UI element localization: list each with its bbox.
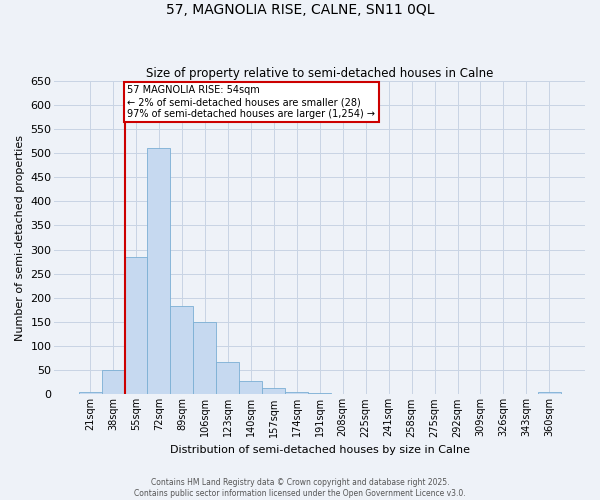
Bar (285, 392, 308, 394)
Bar (193, 322, 217, 394)
Y-axis label: Number of semi-detached properties: Number of semi-detached properties (15, 134, 25, 340)
X-axis label: Distribution of semi-detached houses by size in Calne: Distribution of semi-detached houses by … (170, 445, 470, 455)
Text: 57 MAGNOLIA RISE: 54sqm
← 2% of semi-detached houses are smaller (28)
97% of sem: 57 MAGNOLIA RISE: 54sqm ← 2% of semi-det… (127, 86, 375, 118)
Bar (262, 388, 285, 394)
Bar (217, 362, 239, 394)
Bar (170, 306, 193, 394)
Bar (101, 370, 125, 394)
Bar (239, 381, 262, 394)
Bar (148, 148, 170, 394)
Text: Contains HM Land Registry data © Crown copyright and database right 2025.
Contai: Contains HM Land Registry data © Crown c… (134, 478, 466, 498)
Bar (538, 392, 561, 394)
Text: 57, MAGNOLIA RISE, CALNE, SN11 0QL: 57, MAGNOLIA RISE, CALNE, SN11 0QL (166, 2, 434, 16)
Title: Size of property relative to semi-detached houses in Calne: Size of property relative to semi-detach… (146, 66, 493, 80)
Bar (125, 257, 148, 394)
Bar (79, 392, 101, 394)
